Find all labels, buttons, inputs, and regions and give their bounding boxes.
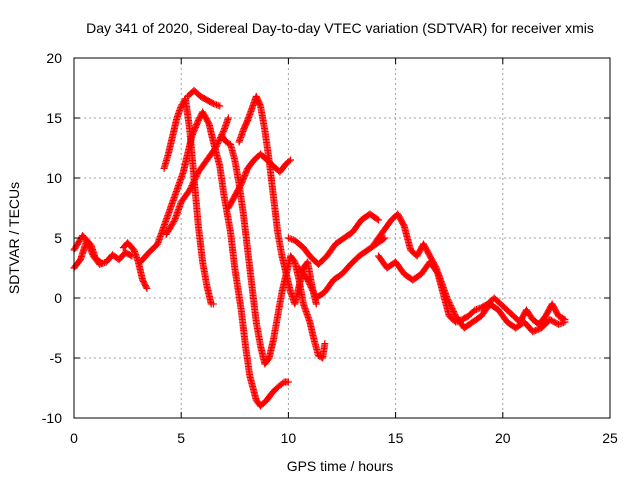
data-point: [193, 171, 201, 179]
data-point: [304, 278, 312, 285]
y-axis-label: SDTVAR / TECUs: [6, 182, 22, 294]
data-point: [304, 276, 312, 284]
data-point: [312, 300, 320, 308]
chart-title: Day 341 of 2020, Sidereal Day-to-day VTE…: [86, 20, 594, 36]
data-point: [256, 101, 264, 109]
data-point: [310, 290, 318, 297]
data-point: [98, 259, 106, 267]
x-tick-label: 5: [177, 430, 185, 446]
data-point: [97, 258, 105, 266]
x-tick-label: 10: [281, 430, 297, 446]
data-point: [284, 378, 292, 386]
data-point: [447, 302, 455, 309]
data-point: [307, 282, 315, 290]
data-point: [321, 340, 329, 348]
x-tick-label: 25: [602, 430, 618, 446]
data-point: [443, 294, 451, 302]
data-point: [190, 177, 198, 185]
data-point: [189, 179, 197, 186]
data-point: [170, 217, 178, 225]
data-point: [143, 284, 151, 292]
data-point: [448, 305, 456, 312]
data-point: [187, 183, 195, 191]
data-point: [306, 281, 314, 288]
series-track-10: [224, 150, 295, 212]
grid: [74, 58, 610, 418]
data-point: [444, 296, 452, 303]
data-point: [186, 185, 194, 192]
data-point: [209, 300, 217, 308]
x-tick-label: 15: [388, 430, 404, 446]
data-point: [449, 306, 457, 314]
data-point: [188, 182, 196, 189]
data-point: [307, 284, 315, 291]
data-point: [212, 144, 220, 152]
data-point: [381, 234, 389, 242]
data-point: [445, 299, 453, 306]
data-point: [191, 174, 199, 182]
series-track-2: [70, 232, 106, 267]
y-tick-label: -5: [50, 350, 63, 366]
data-point: [447, 303, 455, 311]
data-point: [191, 176, 199, 183]
data-point: [309, 287, 317, 294]
data-point: [192, 173, 200, 180]
y-tick-label: 0: [54, 290, 62, 306]
y-tick-label: -10: [42, 410, 62, 426]
data-point: [211, 100, 219, 108]
x-axis-label: GPS time / hours: [287, 458, 394, 474]
y-tick-label: 10: [46, 170, 62, 186]
series-track-7: [162, 114, 232, 238]
data-point: [561, 318, 569, 326]
data-point: [212, 143, 220, 150]
series-track-3: [119, 239, 151, 292]
data-point: [374, 216, 382, 224]
data-point: [214, 138, 222, 146]
y-tick-label: 20: [46, 50, 62, 66]
data-point: [308, 285, 316, 293]
data-point: [285, 157, 293, 165]
data-points: [70, 86, 569, 410]
series-track-12: [295, 234, 389, 302]
data-point: [214, 140, 222, 147]
data-point: [213, 141, 221, 149]
data-point: [309, 288, 317, 296]
data-point: [189, 180, 197, 188]
data-point: [224, 114, 232, 122]
series-track-11: [284, 210, 382, 268]
data-point: [444, 297, 452, 305]
series-track-6: [184, 86, 224, 110]
data-point: [450, 309, 458, 317]
x-tick-label: 20: [495, 430, 511, 446]
data-point: [446, 300, 454, 308]
series-track-9: [235, 92, 320, 308]
y-tick-label: 15: [46, 110, 62, 126]
data-point: [449, 308, 457, 315]
data-point: [186, 186, 194, 194]
y-tick-label: 5: [54, 230, 62, 246]
data-point: [305, 279, 313, 287]
data-point: [215, 137, 223, 144]
series-track-14: [374, 252, 569, 336]
data-point: [287, 156, 295, 164]
axis-ticks: 0 5 10 15 20 25 -10 -5 0 5 10 15 20: [42, 50, 618, 446]
data-point: [216, 102, 224, 110]
data-point: [127, 251, 135, 259]
data-point: [373, 215, 381, 223]
data-point: [142, 283, 150, 291]
x-tick-label: 0: [70, 430, 78, 446]
